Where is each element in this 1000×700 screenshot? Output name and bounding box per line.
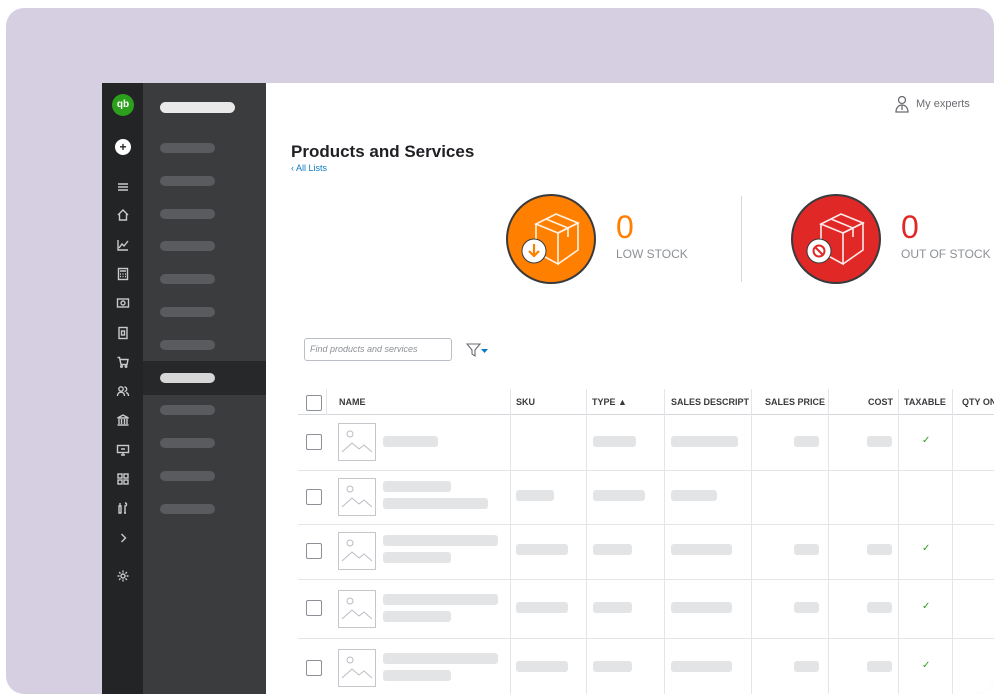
select-all-checkbox[interactable] bbox=[306, 395, 322, 411]
taxable-check-icon: ✓ bbox=[922, 543, 931, 554]
column-header-qty-on-hand[interactable]: QTY ON bbox=[962, 397, 994, 407]
all-lists-link[interactable]: ‹ All Lists bbox=[291, 163, 328, 173]
products-table: NAME SKU TYPE ▲ SALES DESCRIPT SALES PRI… bbox=[298, 389, 994, 694]
out-of-stock-count: 0 bbox=[901, 209, 919, 245]
home-icon[interactable] bbox=[113, 205, 133, 225]
table-row[interactable]: ✓ bbox=[298, 525, 994, 580]
grid-icon[interactable] bbox=[113, 469, 133, 489]
quickbooks-logo[interactable]: qb bbox=[112, 94, 134, 116]
product-image-icon bbox=[338, 532, 376, 570]
navigation-panel bbox=[143, 83, 266, 694]
nav-item-active[interactable] bbox=[143, 361, 266, 395]
icon-rail: qb + bbox=[102, 83, 143, 694]
row-checkbox[interactable] bbox=[306, 434, 322, 450]
nav-item[interactable] bbox=[143, 328, 266, 362]
product-image-icon bbox=[338, 478, 376, 516]
table-header: NAME SKU TYPE ▲ SALES DESCRIPT SALES PRI… bbox=[298, 389, 994, 415]
out-of-stock-label: OUT OF STOCK bbox=[901, 247, 991, 261]
out-of-stock-icon bbox=[791, 194, 881, 284]
column-header-sku[interactable]: SKU bbox=[516, 397, 536, 407]
column-header-type[interactable]: TYPE ▲ bbox=[592, 397, 627, 407]
column-header-cost[interactable]: COST bbox=[868, 397, 894, 407]
stats-divider bbox=[741, 196, 742, 282]
nav-title-placeholder bbox=[160, 102, 235, 113]
column-header-sales-price[interactable]: SALES PRICE bbox=[765, 397, 826, 407]
table-row[interactable]: ✓ bbox=[298, 639, 994, 694]
monitor-icon[interactable] bbox=[113, 440, 133, 460]
low-stock-label: LOW STOCK bbox=[616, 247, 688, 261]
table-row[interactable]: ✓ bbox=[298, 415, 994, 471]
search-input[interactable]: Find products and services bbox=[304, 338, 452, 361]
row-checkbox[interactable] bbox=[306, 600, 322, 616]
nav-item[interactable] bbox=[143, 164, 266, 198]
create-new-button[interactable]: + bbox=[115, 139, 131, 155]
row-checkbox[interactable] bbox=[306, 660, 322, 676]
people-icon[interactable] bbox=[113, 381, 133, 401]
nav-item[interactable] bbox=[143, 197, 266, 231]
row-checkbox[interactable] bbox=[306, 489, 322, 505]
nav-item[interactable] bbox=[143, 131, 266, 165]
receipt-icon[interactable] bbox=[113, 323, 133, 343]
table-row[interactable]: ✓ bbox=[298, 580, 994, 639]
taxable-check-icon: ✓ bbox=[922, 601, 931, 612]
taxable-check-icon: ✓ bbox=[922, 435, 931, 446]
person-icon bbox=[895, 95, 909, 113]
column-header-name[interactable]: NAME bbox=[339, 397, 366, 407]
taxable-check-icon: ✓ bbox=[922, 660, 931, 671]
row-checkbox[interactable] bbox=[306, 543, 322, 559]
nav-item[interactable] bbox=[143, 492, 266, 526]
nav-item[interactable] bbox=[143, 262, 266, 296]
my-experts-button[interactable]: My experts bbox=[894, 95, 994, 113]
low-stock-count: 0 bbox=[616, 209, 634, 245]
calculator-icon[interactable] bbox=[113, 264, 133, 284]
menu-icon[interactable] bbox=[113, 177, 133, 197]
dollar-card-icon[interactable] bbox=[113, 293, 133, 313]
table-row[interactable] bbox=[298, 471, 994, 525]
column-header-taxable[interactable]: TAXABLE bbox=[904, 397, 946, 407]
gear-icon[interactable] bbox=[113, 566, 133, 586]
product-image-icon bbox=[338, 423, 376, 461]
column-header-sales-description[interactable]: SALES DESCRIPT bbox=[671, 397, 750, 407]
cart-icon[interactable] bbox=[113, 352, 133, 372]
chevron-right-icon[interactable] bbox=[113, 528, 133, 548]
page-title: Products and Services bbox=[291, 142, 475, 161]
nav-item[interactable] bbox=[143, 459, 266, 493]
tools-icon[interactable] bbox=[113, 498, 133, 518]
low-stock-icon bbox=[506, 194, 596, 284]
background-frame: qb + bbox=[6, 8, 994, 694]
product-image-icon bbox=[338, 649, 376, 687]
main-content: My experts Products and Services ‹ All L… bbox=[266, 83, 994, 694]
my-experts-label: My experts bbox=[916, 98, 970, 110]
filter-icon[interactable] bbox=[465, 342, 490, 358]
bank-icon[interactable] bbox=[113, 410, 133, 430]
chart-icon[interactable] bbox=[113, 235, 133, 255]
nav-item[interactable] bbox=[143, 393, 266, 427]
nav-item[interactable] bbox=[143, 426, 266, 460]
app-window: qb + bbox=[102, 83, 994, 694]
nav-item[interactable] bbox=[143, 295, 266, 329]
nav-item[interactable] bbox=[143, 229, 266, 263]
product-image-icon bbox=[338, 590, 376, 628]
